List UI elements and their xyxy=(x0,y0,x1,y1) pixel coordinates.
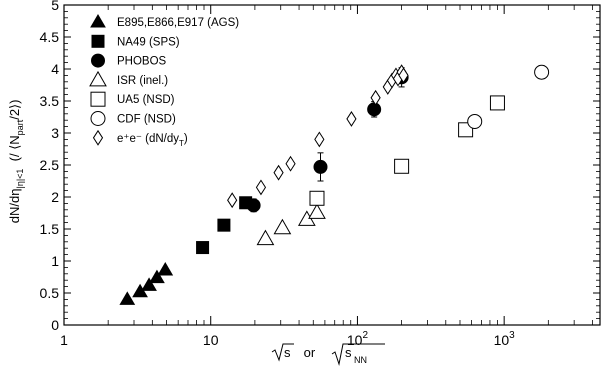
x-axis-title-nn-sub: NN xyxy=(354,355,367,365)
axis-ticks xyxy=(63,4,600,326)
legend-item: PHOBOS xyxy=(91,53,167,68)
data-point xyxy=(467,113,483,129)
data-point xyxy=(217,218,231,232)
y-title-close: /2⟩) xyxy=(7,100,22,120)
data-point xyxy=(367,102,382,117)
y-tick-label: 5 xyxy=(51,0,59,13)
legend-item: ISR (inel.) xyxy=(89,70,168,87)
series-4 xyxy=(309,95,505,206)
y-title-open: (/ ⟨N xyxy=(7,135,22,168)
plot-frame xyxy=(63,4,601,326)
x-axis-title: s or s NN xyxy=(271,343,385,366)
x-tick-label: 1 xyxy=(60,332,68,348)
legend-marker xyxy=(91,34,105,48)
y-title-sub2: part xyxy=(15,119,25,135)
data-point xyxy=(227,192,238,209)
y-axis-title: dN/dη|η|<1 (/ ⟨Npart/2⟩) xyxy=(7,81,25,248)
data-point xyxy=(255,179,267,196)
series-6 xyxy=(227,64,409,209)
series-5 xyxy=(467,64,550,129)
y-title-sub1: |η|<1 xyxy=(15,169,25,189)
series-1 xyxy=(196,196,253,255)
y-tick-label: 2 xyxy=(51,189,59,205)
x-axis-title-or: or xyxy=(300,345,319,360)
y-axis-title-text: dN/dη|η|<1 (/ ⟨Npart/2⟩) xyxy=(7,81,25,248)
data-point xyxy=(398,67,409,84)
data-point xyxy=(196,241,210,255)
data-point xyxy=(141,277,157,291)
legend-marker xyxy=(89,70,107,87)
legend-marker xyxy=(90,91,106,107)
data-point xyxy=(313,159,328,174)
y-tick-label: 3.5 xyxy=(40,93,60,109)
y-tick-label: 2.5 xyxy=(40,157,60,173)
y-tick-label: 4 xyxy=(51,61,59,77)
y-tick-label: 0.5 xyxy=(40,285,60,301)
data-point xyxy=(157,261,174,276)
legend-item: UA5 (NSD) xyxy=(90,91,175,107)
legend-label: PHOBOS xyxy=(117,56,167,68)
data-point xyxy=(346,110,357,127)
data-point xyxy=(256,229,275,246)
legend-item: NA49 (SPS) xyxy=(91,34,180,48)
data-point xyxy=(489,95,505,111)
legend-label: e⁺e⁻ (dN/dyT) xyxy=(117,133,188,148)
y-tick-label: 1.5 xyxy=(40,221,60,237)
legend-label: NA49 (SPS) xyxy=(117,36,180,48)
legend: E895,E866,E917 (AGS) NA49 (SPS) PHOBOS ISR … xyxy=(89,14,239,148)
x-axis-title-s-nn: s xyxy=(345,345,352,360)
legend-label: ISR (inel.) xyxy=(117,75,168,87)
data-point xyxy=(285,155,296,172)
x-tick-label: 103 xyxy=(494,330,516,348)
x-tick-labels: 1 10 102 103 xyxy=(60,330,515,348)
x-axis-title-s: s xyxy=(284,345,291,360)
legend-item: e⁺e⁻ (dN/dyT) xyxy=(92,129,188,148)
data-point xyxy=(314,131,325,148)
y-title-main: dN/dη xyxy=(7,189,22,224)
y-tick-label: 0 xyxy=(51,317,59,333)
sqrt-sign-1 xyxy=(271,343,294,362)
data-point xyxy=(370,89,381,106)
legend-marker xyxy=(92,129,104,146)
data-point xyxy=(119,291,136,305)
data-point xyxy=(309,190,325,206)
series-0 xyxy=(119,261,174,305)
data-point xyxy=(308,203,326,219)
legend-label: UA5 (NSD) xyxy=(117,94,175,106)
data-point xyxy=(273,218,292,235)
legend-marker xyxy=(91,53,105,68)
data-point xyxy=(149,269,165,284)
data-point xyxy=(534,64,550,80)
series-2 xyxy=(246,67,409,213)
legend-item: CDF (NSD) xyxy=(90,111,176,126)
y-tick-label: 1 xyxy=(51,253,59,269)
legend-marker xyxy=(90,14,106,28)
legend-marker xyxy=(90,111,106,126)
legend-label: CDF (NSD) xyxy=(117,114,176,126)
sqrt-sign-2 xyxy=(331,343,385,366)
data-point xyxy=(273,164,284,181)
y-tick-label: 3 xyxy=(51,125,59,141)
y-tick-labels: 0 0.5 1 1.5 2 2.5 3 3.5 4 4.5 5 xyxy=(40,0,60,333)
x-tick-label: 10 xyxy=(203,332,219,348)
y-tick-label: 4.5 xyxy=(40,29,60,45)
series-3 xyxy=(256,203,326,246)
data-marks xyxy=(119,64,550,305)
data-point xyxy=(246,198,261,213)
legend-label: E895,E866,E917 (AGS) xyxy=(117,17,239,29)
data-point xyxy=(394,158,410,174)
legend-item: E895,E866,E917 (AGS) xyxy=(90,14,239,29)
